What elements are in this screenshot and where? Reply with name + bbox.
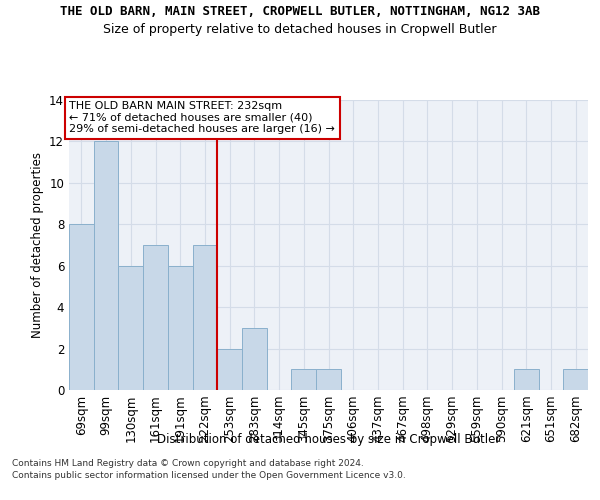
Text: Size of property relative to detached houses in Cropwell Butler: Size of property relative to detached ho… (103, 22, 497, 36)
Bar (94, 142, 118, 390)
Bar (316, 370, 341, 390)
Bar (217, 348, 242, 390)
Bar (193, 245, 217, 390)
Bar (168, 266, 193, 390)
Text: Contains HM Land Registry data © Crown copyright and database right 2024.: Contains HM Land Registry data © Crown c… (12, 458, 364, 468)
Bar (69, 224, 94, 390)
Y-axis label: Number of detached properties: Number of detached properties (31, 152, 44, 338)
Bar (143, 245, 168, 390)
Bar (563, 370, 588, 390)
Bar (292, 370, 316, 390)
Text: Contains public sector information licensed under the Open Government Licence v3: Contains public sector information licen… (12, 471, 406, 480)
Text: Distribution of detached houses by size in Cropwell Butler: Distribution of detached houses by size … (157, 432, 500, 446)
Bar (242, 328, 267, 390)
Bar (118, 266, 143, 390)
Bar (514, 370, 539, 390)
Text: THE OLD BARN MAIN STREET: 232sqm
← 71% of detached houses are smaller (40)
29% o: THE OLD BARN MAIN STREET: 232sqm ← 71% o… (70, 101, 335, 134)
Text: THE OLD BARN, MAIN STREET, CROPWELL BUTLER, NOTTINGHAM, NG12 3AB: THE OLD BARN, MAIN STREET, CROPWELL BUTL… (60, 5, 540, 18)
